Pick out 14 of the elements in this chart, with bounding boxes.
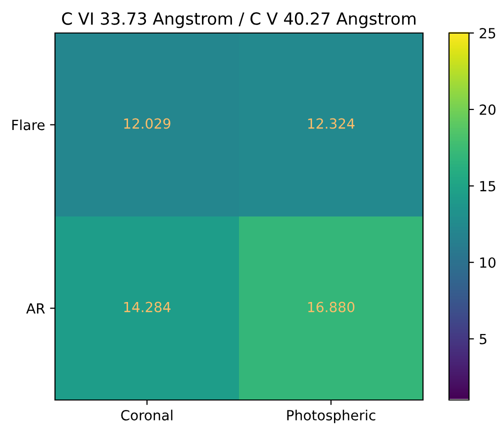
data-label: 12.029 xyxy=(124,118,170,129)
y-tick-label: Flare xyxy=(12,119,45,130)
x-tick-label: Coronal xyxy=(121,410,172,420)
color-bar-label: 15 xyxy=(480,181,496,192)
x-tick-label: Photospheric xyxy=(287,410,376,424)
color-bar-label: 10 xyxy=(480,257,496,268)
data-label: 16.880 xyxy=(308,302,354,312)
chart-title: C VI 33.73 Angstrom / C V 40.27 Angstrom xyxy=(62,12,416,28)
data-label: 14.284 xyxy=(124,302,171,312)
color-bar-label: 20 xyxy=(480,104,496,115)
color-bar-label: 25 xyxy=(480,28,496,38)
data-label: 12.324 xyxy=(308,118,355,129)
color-bar-label: 5 xyxy=(480,334,486,344)
y-tick-label: AR xyxy=(26,303,45,314)
